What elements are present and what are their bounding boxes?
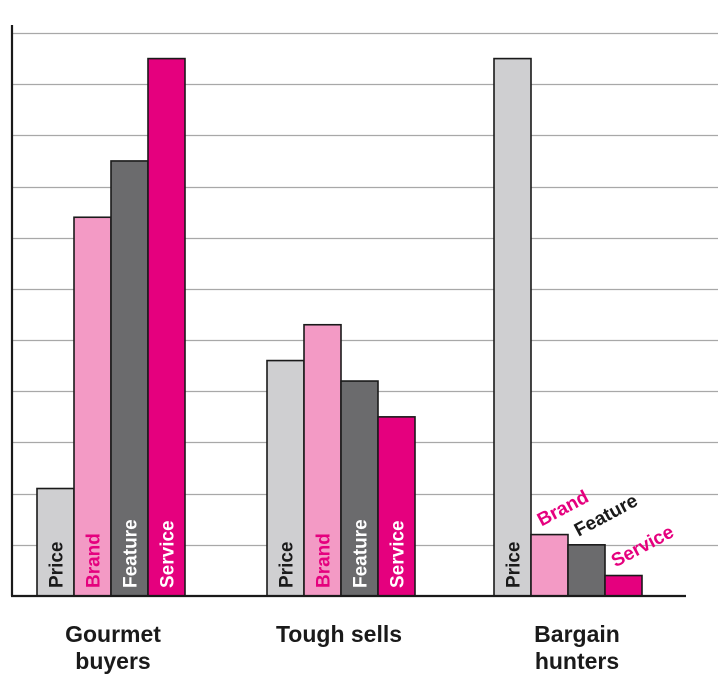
bar-label-service: Service (608, 522, 678, 572)
bar-label-feature: Feature (121, 519, 142, 588)
category-label-line: hunters (535, 648, 619, 674)
category-label: Tough sells (276, 621, 402, 647)
bar-service (604, 574, 643, 597)
bar-feature (567, 544, 606, 597)
bar-price (266, 359, 305, 597)
bar-label-brand: Brand (84, 533, 105, 588)
axes (10, 25, 686, 598)
category-label-line: Gourmet (65, 621, 161, 647)
bar-feature (340, 380, 379, 597)
bar-label-price: Price (277, 542, 298, 588)
bar-service (377, 416, 416, 597)
bar-price (493, 57, 532, 597)
bar-brand (303, 323, 342, 597)
category-label: Bargain hunters (534, 621, 620, 674)
bar-label-service: Service (158, 520, 179, 588)
bar-service (147, 57, 186, 597)
category-label-line: Bargain (534, 621, 620, 647)
bar-label-price: Price (504, 542, 525, 588)
category-label-line: buyers (75, 648, 150, 674)
bar-label-feature: Feature (351, 519, 372, 588)
category-labels: Gourmet buyers Tough sells Bargain hunters (65, 621, 620, 674)
bar-label-service: Service (388, 520, 409, 588)
bar-label-brand: Brand (314, 533, 335, 588)
bar-brand (530, 533, 569, 597)
bar-brand (73, 216, 112, 597)
bar-price (36, 487, 75, 597)
category-label: Gourmet buyers (65, 621, 161, 674)
bars (36, 57, 643, 597)
bar-label-price: Price (47, 542, 68, 588)
category-label-line: Tough sells (276, 621, 402, 647)
